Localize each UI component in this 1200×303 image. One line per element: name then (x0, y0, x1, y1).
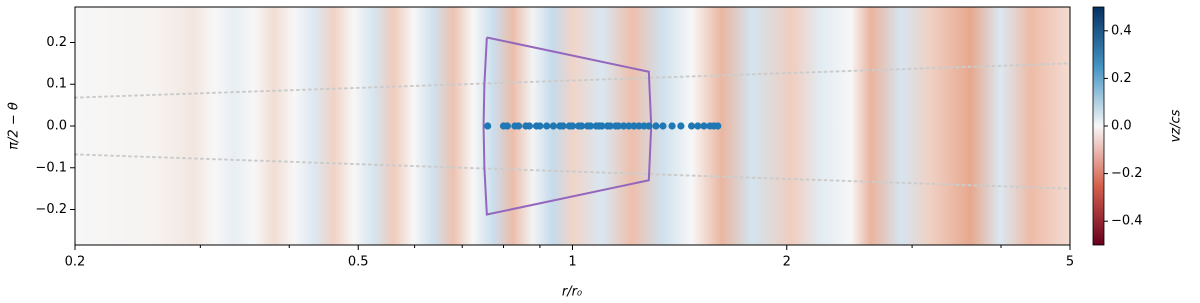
scatter-point (625, 122, 633, 130)
guide-line (74, 62, 1071, 99)
scatter-point (549, 122, 557, 130)
scatter-point (536, 122, 544, 130)
x-tick-label: 1 (568, 255, 576, 270)
scatter-point (630, 122, 638, 130)
scatter-point (620, 122, 628, 130)
y-tick-label: 0.1 (46, 77, 67, 92)
scatter-point (652, 122, 660, 130)
colorbar-tick-label: −0.4 (1111, 214, 1143, 229)
scatter-point (503, 122, 511, 130)
scatter-point (700, 122, 708, 130)
y-tick-label: −0.1 (35, 160, 67, 175)
y-tick-label: 0.0 (46, 119, 67, 134)
scatter-point (598, 122, 606, 130)
y-tick-label: 0.2 (46, 35, 67, 50)
scatter-point (578, 122, 586, 130)
guide-line (74, 153, 1071, 190)
colorbar-tick-label: 0.2 (1111, 71, 1132, 86)
scatter-point (714, 122, 722, 130)
x-tick-label: 0.2 (65, 255, 86, 270)
x-tick-label: 2 (783, 255, 791, 270)
scatter-point (525, 122, 534, 130)
scatter-point (484, 122, 492, 130)
x-axis-label: r/r₀ (562, 285, 583, 300)
region-outline (482, 36, 653, 216)
scatter-point (635, 122, 643, 130)
colorbar-tick-label: 0.4 (1111, 23, 1132, 38)
scatter-point (659, 122, 667, 130)
y-tick-label: −0.2 (35, 202, 67, 217)
scatter-point (568, 122, 577, 130)
scatter-point (559, 122, 567, 130)
scatter-point (614, 122, 622, 130)
scatter-point (694, 122, 702, 130)
colorbar-tick-label: 0.0 (1111, 119, 1132, 134)
scatter-point (606, 122, 614, 130)
x-tick-label: 5 (1066, 255, 1074, 270)
scatter-point (543, 122, 551, 130)
y-axis-label: π/2 − θ (7, 102, 22, 150)
scatter-point (515, 122, 523, 130)
scatter-point (677, 122, 685, 130)
colorbar-tick-label: −0.2 (1111, 166, 1143, 181)
colorbar (1092, 6, 1105, 246)
scatter-point (687, 122, 696, 130)
scatter-point (668, 122, 676, 130)
scatter-point (586, 122, 595, 130)
colorbar-label: vz/cs (1169, 109, 1184, 142)
scatter-point (645, 122, 653, 130)
x-tick-label: 0.5 (348, 255, 369, 270)
